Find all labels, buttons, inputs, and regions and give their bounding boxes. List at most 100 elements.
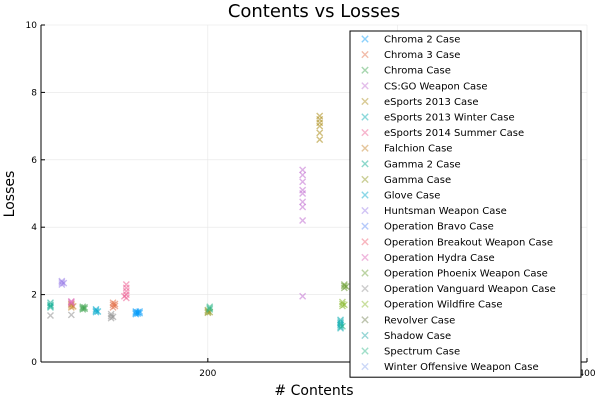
x-axis-label: # Contents	[274, 383, 353, 399]
data-point	[338, 322, 346, 330]
legend-marker	[361, 66, 369, 74]
y-tick-label: 6	[31, 156, 37, 166]
data-point	[46, 299, 54, 307]
legend-entry: eSports 2013 Case	[384, 97, 479, 108]
legend-entry: Huntsman Weapon Case	[384, 206, 507, 217]
legend-marker	[361, 362, 369, 371]
data-point	[342, 283, 350, 291]
y-tick-label: 10	[26, 21, 38, 31]
data-point	[58, 278, 66, 286]
data-point	[299, 166, 307, 174]
legend-entry: Winter Offensive Weapon Case	[384, 362, 539, 373]
data-point	[46, 311, 54, 319]
legend-marker	[361, 50, 369, 59]
legend-marker	[361, 253, 369, 262]
data-point	[107, 312, 115, 320]
legend-entry: Spectrum Case	[384, 347, 460, 358]
legend-marker	[361, 35, 369, 43]
data-point	[338, 300, 346, 308]
legend-marker	[361, 238, 369, 246]
legend-entry: eSports 2014 Summer Case	[384, 128, 524, 139]
legend-entry: Falchion Case	[384, 144, 452, 155]
legend-entry: Chroma Case	[384, 66, 451, 77]
legend-entry: Operation Bravo Case	[384, 222, 494, 233]
data-point	[111, 300, 119, 308]
x-tick-label: 200	[199, 369, 216, 379]
legend-marker	[361, 284, 369, 293]
data-point	[92, 308, 100, 316]
legend-entry: Chroma 2 Case	[384, 35, 460, 46]
legend-marker	[361, 300, 369, 308]
data-point	[67, 311, 75, 319]
legend-entry: Operation Vanguard Weapon Case	[384, 284, 556, 295]
legend-entry: CS:GO Weapon Case	[384, 81, 488, 92]
legend-entry: Operation Breakout Weapon Case	[384, 237, 553, 248]
chart-title: Contents vs Losses	[228, 1, 400, 22]
data-point	[46, 301, 54, 309]
data-point	[109, 313, 117, 321]
data-point	[206, 304, 214, 312]
legend-marker	[361, 128, 369, 137]
data-point	[340, 301, 348, 309]
data-point	[122, 280, 130, 288]
data-point	[120, 292, 128, 300]
data-point	[67, 297, 75, 305]
data-point	[316, 129, 324, 137]
data-point	[206, 305, 214, 313]
data-point	[136, 309, 144, 317]
legend-box	[349, 30, 582, 378]
legend-marker	[361, 206, 369, 215]
legend-marker	[361, 160, 369, 168]
x-tick-label: 400	[578, 369, 595, 379]
data-point	[299, 216, 307, 224]
y-axis-label: Losses	[2, 171, 18, 218]
legend-marker	[361, 222, 369, 230]
data-point	[299, 198, 307, 206]
legend-entry: Gamma 2 Case	[384, 159, 461, 170]
legend: Chroma 2 Case Chroma 3 Case Chroma Case CS:…	[349, 30, 582, 378]
data-point	[204, 309, 212, 317]
data-point	[316, 112, 324, 120]
data-point	[340, 282, 348, 290]
data-point	[79, 304, 87, 312]
legend-entry: Chroma 3 Case	[384, 50, 460, 61]
legend-marker	[361, 316, 369, 324]
legend-marker	[361, 175, 369, 184]
y-tick-label: 4	[31, 223, 37, 233]
legend-entry: Gamma Case	[384, 175, 451, 186]
legend-marker	[361, 191, 369, 199]
legend-entry: Operation Hydra Case	[384, 253, 495, 264]
data-point	[316, 136, 324, 144]
legend-marker	[361, 113, 369, 121]
data-point	[337, 318, 345, 326]
data-point	[299, 203, 307, 211]
data-point	[81, 305, 89, 313]
data-point	[299, 171, 307, 179]
data-point	[94, 307, 102, 315]
data-point	[136, 307, 144, 315]
legend-marker	[361, 144, 369, 152]
data-point	[299, 186, 307, 194]
legend-marker	[361, 269, 369, 277]
legend-marker	[361, 347, 369, 355]
legend-entry: Shadow Case	[384, 331, 451, 342]
legend-marker	[361, 97, 369, 106]
data-point	[299, 178, 307, 186]
data-point	[92, 307, 100, 315]
legend-marker	[361, 331, 369, 340]
legend-marker	[361, 82, 369, 90]
legend-entry: Operation Wildfire Case	[384, 300, 503, 311]
y-tick-label: 8	[31, 88, 37, 98]
legend-entry: Revolver Case	[384, 315, 455, 326]
data-point	[81, 303, 89, 311]
legend-entry: Operation Phoenix Weapon Case	[384, 269, 548, 280]
legend-entry: Glove Case	[384, 191, 440, 202]
data-point	[206, 303, 214, 311]
y-tick-label: 0	[31, 358, 37, 368]
data-point	[60, 279, 68, 287]
data-point	[337, 316, 345, 324]
y-tick-label: 2	[31, 291, 37, 301]
legend-entry: eSports 2013 Winter Case	[384, 113, 515, 124]
data-point	[299, 292, 307, 300]
